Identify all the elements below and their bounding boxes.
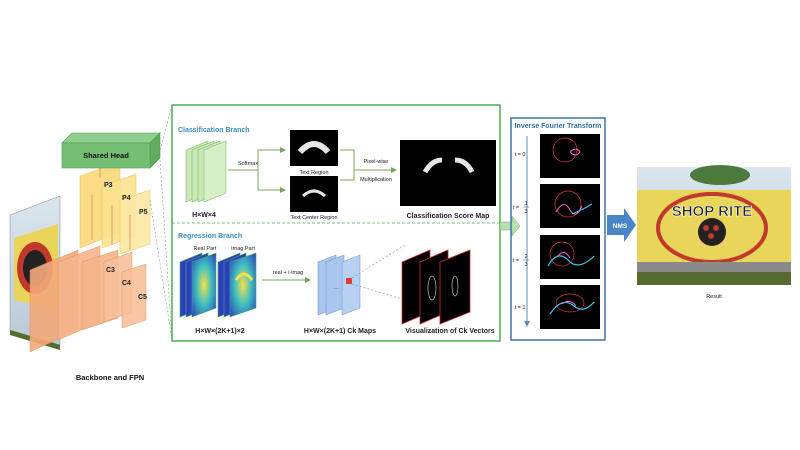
nms-label: NMS xyxy=(613,223,628,230)
real-part-stack xyxy=(179,252,217,318)
fpn-p-levels xyxy=(79,161,151,255)
pixelwise-label-2: Multiplication xyxy=(360,177,392,183)
regression-branch-title: Regression Branch xyxy=(178,233,242,240)
ck-visualization-label: Visualization of Ck Vectors xyxy=(405,328,494,335)
svg-text:t =: t = xyxy=(513,258,519,264)
t-two-third-label: t = 2 3 xyxy=(513,254,529,268)
result-caption: Result xyxy=(706,294,722,300)
t1-label: t = 1 xyxy=(515,305,526,311)
result-photo xyxy=(637,165,791,285)
svg-text:1: 1 xyxy=(524,201,527,207)
softmax-label: Softmax xyxy=(238,161,258,167)
pixelwise-label-1: Pixel-wise xyxy=(364,159,389,165)
ift-panel-t13 xyxy=(540,184,600,228)
classification-shape: H×W×4 xyxy=(192,212,216,219)
ift-panel-t0 xyxy=(540,134,600,178)
label-p3: P3 xyxy=(104,182,113,189)
text-region-label: Text Region xyxy=(299,170,328,176)
label-c4: C4 xyxy=(122,280,131,287)
t0-label: t = 0 xyxy=(515,152,526,158)
classification-score-map xyxy=(400,140,496,206)
svg-text:t =: t = xyxy=(513,205,519,211)
shared-head-label: Shared Head xyxy=(83,151,129,160)
t-third-label: t = 1 3 xyxy=(513,201,529,215)
text-center-region-map xyxy=(290,176,338,212)
imag-part-stack xyxy=(217,252,257,318)
classification-input-stack xyxy=(185,140,227,203)
text-center-region-label: Text Center Region xyxy=(290,215,337,221)
svg-text:3: 3 xyxy=(524,209,527,215)
label-p5: P5 xyxy=(139,209,148,216)
svg-text:2: 2 xyxy=(524,254,527,260)
label-c5: C5 xyxy=(138,294,147,301)
regression-shape: H×W×(2K+1)×2 xyxy=(195,328,245,335)
combine-label: real + i·imag xyxy=(273,270,303,276)
backbone-caption: Backbone and FPN xyxy=(76,373,144,382)
ift-panel-t23 xyxy=(540,235,600,279)
classification-branch-title: Classification Branch xyxy=(178,127,250,134)
fpn-arrows xyxy=(91,160,131,250)
ift-title: Inverse Fourier Transform xyxy=(515,123,602,130)
ift-box xyxy=(510,117,606,341)
ck-visualization xyxy=(401,249,471,325)
svg-text:3: 3 xyxy=(524,262,527,268)
label-p4: P4 xyxy=(122,195,131,202)
imag-part-label: Imag Part xyxy=(231,246,255,252)
label-c3: C3 xyxy=(106,267,115,274)
ck-maps-label: H×W×(2K+1) Ck Maps xyxy=(304,328,376,335)
score-map-label: Classification Score Map xyxy=(407,213,490,220)
to-ift-arrow xyxy=(499,215,521,237)
ift-panel-t1 xyxy=(540,285,600,329)
svg-text:···: ··· xyxy=(333,286,339,292)
ck-maps-stack: ··· xyxy=(317,254,361,316)
shared-head xyxy=(61,132,161,169)
result-sign-text: SHOP RITE xyxy=(672,203,753,220)
text-region-map xyxy=(290,130,338,166)
backbone-c-levels xyxy=(29,245,147,353)
nms-arrow xyxy=(607,208,636,242)
real-part-label: Real Part xyxy=(194,246,217,252)
